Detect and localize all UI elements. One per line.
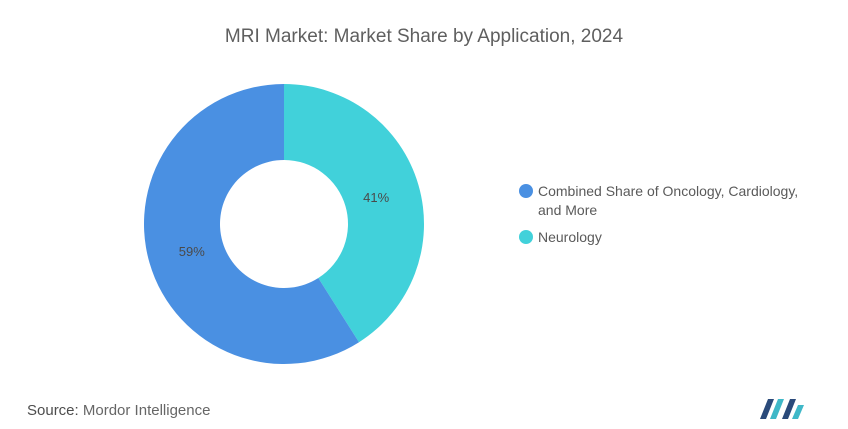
logo-mid-stroke xyxy=(770,399,784,419)
data-label-1: 59% xyxy=(179,244,205,259)
logo-right-stroke xyxy=(782,399,796,419)
legend-label-combined-line2: and More xyxy=(538,202,598,218)
chart-title: MRI Market: Market Share by Application,… xyxy=(224,26,624,47)
legend-swatch-neurology xyxy=(519,230,533,244)
mordor-intelligence-logo-icon xyxy=(760,399,804,419)
legend-item-combined: Combined Share of Oncology, Cardiology, … xyxy=(519,182,829,220)
source-label: Source: xyxy=(27,402,79,419)
legend-label-combined-line1: Combined Share of Oncology, Cardiology, xyxy=(538,183,799,199)
legend-item-neurology: Neurology xyxy=(519,228,829,247)
slice-neurology xyxy=(284,84,425,343)
chart-legend: Combined Share of Oncology, Cardiology, … xyxy=(519,182,829,255)
legend-swatch-combined xyxy=(519,184,533,198)
source-note: Source: Mordor Intelligence xyxy=(27,402,210,419)
logo-left-stroke xyxy=(760,399,774,419)
legend-label-neurology: Neurology xyxy=(538,229,602,245)
slice-combined-share-of-oncology-cardiology-and-more xyxy=(144,84,360,364)
legend-label-combined: Combined Share of Oncology, Cardiology, … xyxy=(538,182,798,220)
data-label-0: 41% xyxy=(363,190,389,205)
logo-tail-stroke xyxy=(792,405,804,419)
source-value: Mordor Intelligence xyxy=(82,402,211,419)
